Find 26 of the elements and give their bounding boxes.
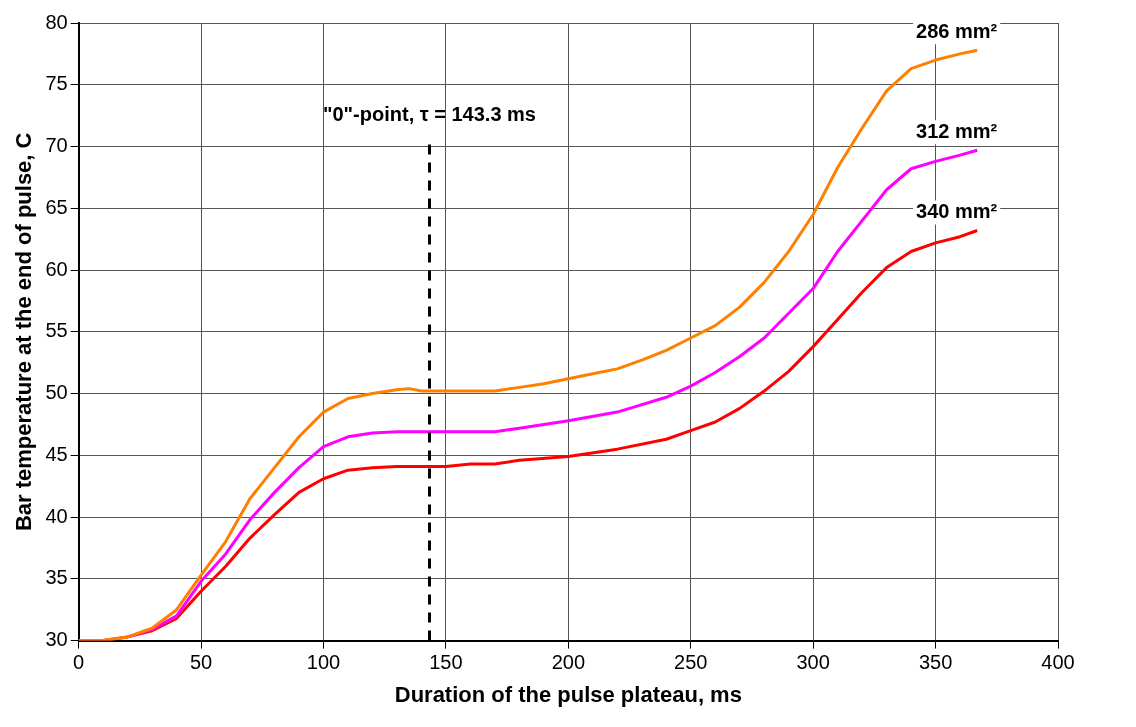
y-tick-label: 60 <box>45 257 68 280</box>
y-axis-title: Bar temperature at the end of pulse, C <box>11 132 37 532</box>
y-tick-label: 80 <box>45 10 68 33</box>
x-tick-label: 150 <box>429 651 463 674</box>
x-axis-title: Duration of the pulse plateau, ms <box>394 681 742 707</box>
series-label: 312 mm² <box>916 119 998 142</box>
y-tick-label: 70 <box>45 134 68 157</box>
y-tick-label: 50 <box>45 381 68 404</box>
y-tick-label: 65 <box>45 195 68 218</box>
y-tick-label: 45 <box>45 442 68 465</box>
x-tick-label: 350 <box>918 651 953 674</box>
y-tick-label: 35 <box>45 566 68 589</box>
x-tick-label: 400 <box>1041 651 1075 674</box>
y-tick-label: 30 <box>45 628 68 651</box>
x-tick-label: 100 <box>306 651 341 674</box>
y-tick-label: 55 <box>45 319 68 342</box>
x-tick-label: 300 <box>796 651 830 674</box>
x-tick-label: 250 <box>674 651 708 674</box>
y-tick-label: 40 <box>45 504 68 527</box>
x-tick-label: 0 <box>73 651 85 674</box>
y-tick-label: 75 <box>45 72 68 95</box>
ref-line-label: "0"-point, τ = 143.3 ms <box>323 102 536 125</box>
series-label: 286 mm² <box>916 19 998 42</box>
series-label: 340 mm² <box>916 200 998 223</box>
x-tick-label: 200 <box>551 651 586 674</box>
x-tick-label: 50 <box>189 651 213 674</box>
